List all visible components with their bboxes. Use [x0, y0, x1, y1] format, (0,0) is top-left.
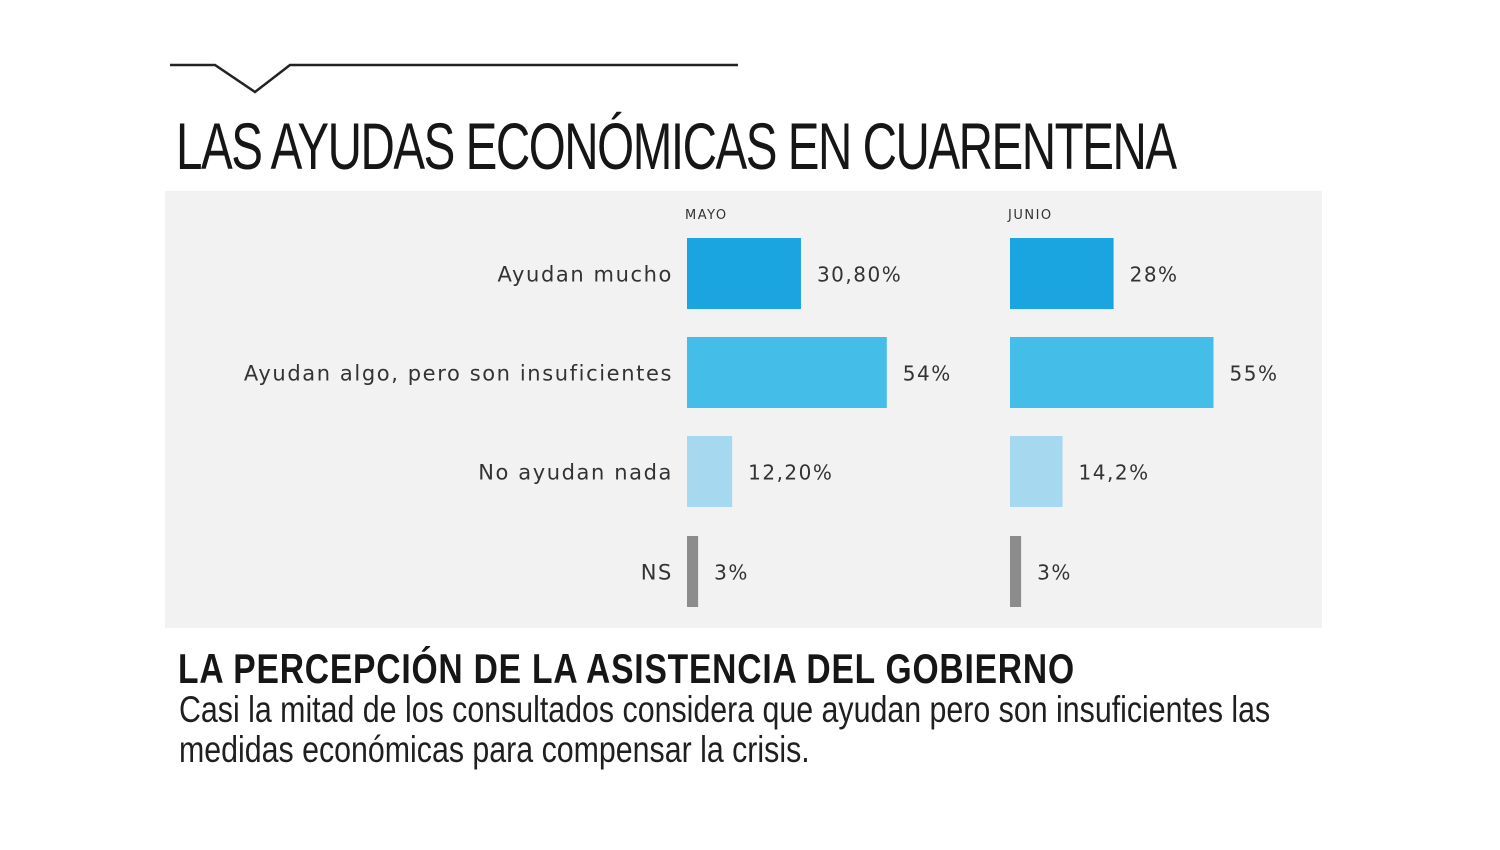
value-label-junio-ayudan-mucho: 28% — [1130, 263, 1179, 287]
chart-title: LAS AYUDAS ECONÓMICAS EN CUARENTENA — [176, 109, 1177, 183]
bar-junio-ayudan-algo-pero-son-insuficientes — [1010, 337, 1214, 408]
chart-description: Casi la mitad de los consultados conside… — [179, 689, 1271, 770]
chart-subtitle: LA PERCEPCIÓN DE LA ASISTENCIA DEL GOBIE… — [178, 645, 1075, 692]
value-label-mayo-ayudan-algo-pero-son-insuficientes: 54% — [903, 362, 952, 386]
value-label-mayo-ayudan-mucho: 30,80% — [817, 263, 902, 287]
bar-mayo-ns — [687, 536, 699, 607]
period-label-junio: JUNIO — [1007, 208, 1053, 223]
category-label-no-ayudan-nada: No ayudan nada — [478, 461, 673, 485]
value-label-junio-ayudan-algo-pero-son-insuficientes: 55% — [1230, 362, 1279, 386]
bar-mayo-ayudan-algo-pero-son-insuficientes — [687, 337, 887, 408]
bar-junio-no-ayudan-nada — [1010, 436, 1063, 507]
category-label-ns: NS — [641, 561, 673, 585]
value-label-junio-ns: 3% — [1037, 561, 1072, 585]
bar-chart: MAYO JUNIO Ayudan mucho Ayudan algo, pero s… — [244, 208, 1279, 607]
bar-junio-ns — [1010, 536, 1022, 607]
value-label-mayo-ns: 3% — [714, 561, 749, 585]
category-label-ayudan-algo-pero-son-insuficientes: Ayudan algo, pero son insuficientes — [244, 362, 673, 386]
value-label-mayo-no-ayudan-nada: 12,20% — [748, 461, 833, 485]
period-label-mayo: MAYO — [685, 208, 728, 223]
header-rule-with-notch — [170, 63, 738, 94]
category-label-ayudan-mucho: Ayudan mucho — [497, 263, 673, 287]
bar-mayo-no-ayudan-nada — [687, 436, 733, 507]
bar-junio-ayudan-mucho — [1010, 238, 1114, 309]
chart-panel: MAYO JUNIO Ayudan mucho Ayudan algo, pero s… — [165, 191, 1322, 628]
value-label-junio-no-ayudan-nada: 14,2% — [1079, 461, 1150, 485]
bar-mayo-ayudan-mucho — [687, 238, 801, 309]
